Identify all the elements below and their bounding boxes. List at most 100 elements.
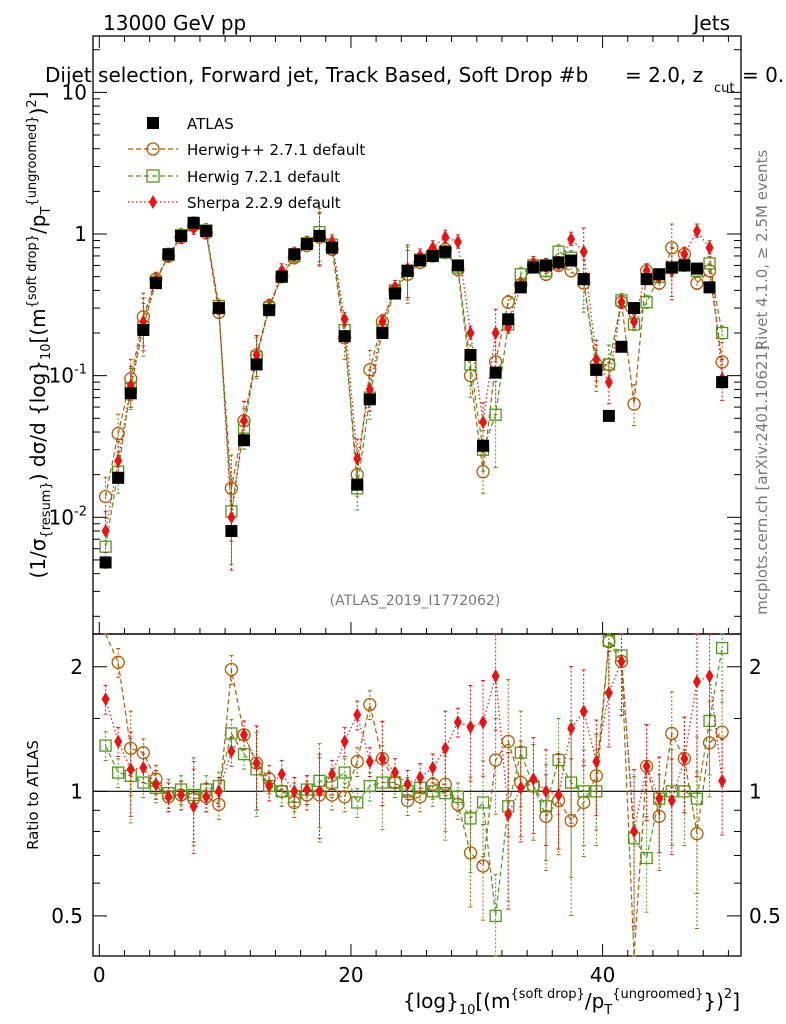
- marker-atlas: [263, 304, 276, 317]
- ratio-marker-sherpa: [491, 668, 500, 683]
- x-axis-title: {log}10[(m{soft drop}/pT{ungroomed}})2]: [403, 987, 740, 1018]
- legend-herwigpp-marker: [146, 142, 160, 156]
- ratio-marker-herwigpp: [111, 655, 125, 669]
- ratio-marker-sherpa: [541, 784, 550, 799]
- y-tick-label: 10-2: [49, 504, 87, 529]
- marker-sherpa: [227, 510, 236, 525]
- marker-atlas: [300, 238, 313, 251]
- ratio-marker-sherpa: [516, 780, 525, 795]
- marker-herwigpp: [627, 397, 641, 411]
- ratio-marker-herwigpp: [451, 797, 465, 812]
- ratio-marker-herwigpp: [350, 754, 364, 769]
- marker-sherpa: [567, 232, 576, 247]
- marker-sherpa: [441, 230, 450, 245]
- ratio-marker-herwigpp: [224, 662, 239, 677]
- ratio-marker-herwig7: [426, 785, 439, 798]
- marker-atlas: [514, 281, 527, 294]
- plot-title-tail: = 2.0, z: [625, 63, 703, 87]
- marker-sherpa: [617, 295, 626, 310]
- legend-atlas-label: ATLAS: [187, 115, 234, 133]
- marker-atlas: [552, 256, 565, 269]
- ratio-marker-herwigpp: [363, 697, 377, 712]
- marker-atlas: [628, 302, 641, 315]
- marker-atlas: [502, 313, 515, 326]
- ratio-marker-sherpa: [189, 799, 198, 814]
- marker-atlas: [716, 376, 729, 389]
- marker-sherpa: [466, 326, 475, 341]
- ratio-marker-sherpa: [466, 720, 475, 735]
- marker-atlas: [690, 262, 703, 275]
- series-layer: [98, 207, 729, 571]
- marker-atlas: [338, 330, 351, 343]
- ratio-marker-sherpa: [604, 685, 613, 700]
- ratio-marker-sherpa: [114, 734, 123, 749]
- marker-atlas: [527, 261, 540, 274]
- y-tick-label: 10: [62, 80, 87, 104]
- ratio-marker-sherpa: [642, 759, 651, 774]
- ratio-panel-frame: [92, 633, 742, 957]
- x-tick-label: 40: [590, 963, 615, 987]
- marker-atlas: [640, 273, 653, 286]
- rivet-label: Rivet 4.1.0, ≥ 2.5M events: [753, 150, 771, 351]
- ratio-marker-sherpa: [453, 715, 462, 730]
- ratio-marker-herwigpp: [438, 777, 452, 791]
- ratio-marker-sherpa: [265, 779, 274, 794]
- ratio-marker-herwigpp: [338, 790, 352, 804]
- y-ratio-axis-title: Ratio to ATLAS: [24, 740, 42, 850]
- marker-atlas: [439, 245, 452, 258]
- marker-sherpa: [365, 382, 374, 397]
- ratio-marker-sherpa: [567, 721, 576, 736]
- marker-atlas: [313, 229, 326, 242]
- marker-sherpa: [340, 312, 349, 327]
- marker-atlas: [175, 229, 188, 242]
- ratio-marker-sherpa: [315, 784, 324, 799]
- ratio-marker-sherpa: [579, 704, 588, 719]
- marker-herwig7: [602, 358, 616, 371]
- marker-atlas: [577, 273, 590, 286]
- ratio-marker-sherpa: [416, 770, 425, 785]
- marker-atlas: [665, 261, 678, 274]
- marker-atlas: [99, 556, 112, 569]
- marker-atlas: [703, 281, 716, 294]
- ratio-marker-herwig7: [237, 747, 251, 761]
- ratio-marker-sherpa: [479, 715, 488, 730]
- marker-sherpa: [239, 413, 248, 428]
- marker-atlas: [590, 363, 603, 376]
- legend: ATLAS Herwig++ 2.7.1 default Herwig 7.2.…: [128, 115, 365, 212]
- marker-atlas: [388, 287, 401, 300]
- plot-title: Dijet selection, Forward jet, Track Base…: [45, 63, 588, 87]
- marker-atlas: [250, 358, 263, 371]
- ratio-marker-sherpa: [592, 754, 601, 769]
- ratio-marker-herwigpp: [476, 859, 490, 873]
- marker-atlas: [326, 241, 339, 254]
- marker-herwigpp: [476, 465, 490, 479]
- ratio-layer: [99, 633, 729, 957]
- ratio-y-tick-label: 2: [70, 655, 83, 679]
- marker-atlas: [678, 259, 691, 272]
- marker-atlas: [565, 254, 578, 267]
- mcplots-label: mcplots.cern.ch [arXiv:2401.10621]: [753, 345, 771, 615]
- marker-sherpa: [579, 244, 588, 259]
- ratio-marker-sherpa: [101, 692, 110, 707]
- marker-sherpa: [692, 224, 701, 239]
- marker-atlas: [275, 270, 288, 283]
- marker-atlas: [401, 264, 414, 277]
- ratio-marker-sherpa: [164, 789, 173, 804]
- ratio-marker-sherpa: [441, 741, 450, 756]
- energy-label: 13000 GeV pp: [103, 11, 246, 35]
- ratio-series-sherpa: [101, 633, 727, 927]
- ratio-marker-herwig7: [476, 796, 490, 809]
- ratio-marker-herwig7: [451, 790, 465, 803]
- ratio-y-tick-label-right: 2: [749, 655, 762, 679]
- ratio-marker-herwig7: [363, 779, 376, 793]
- marker-atlas: [137, 324, 150, 337]
- marker-atlas: [112, 471, 125, 484]
- ratio-marker-sherpa: [353, 707, 362, 722]
- marker-atlas: [288, 248, 301, 261]
- marker-herwig7: [489, 408, 502, 421]
- ratio-marker-herwig7: [690, 792, 704, 805]
- ratio-marker-sherpa: [290, 784, 299, 799]
- marker-herwig7: [703, 257, 716, 270]
- marker-atlas: [602, 409, 615, 422]
- ratio-marker-sherpa: [655, 791, 664, 806]
